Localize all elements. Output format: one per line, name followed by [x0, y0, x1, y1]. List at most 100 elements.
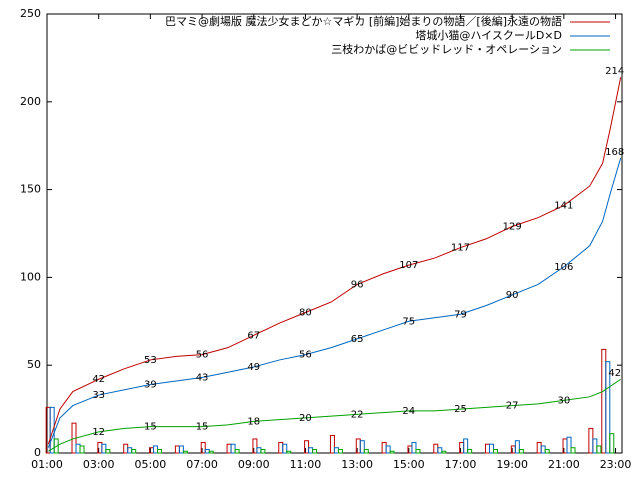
bar: [381, 441, 387, 454]
bar: [484, 443, 490, 454]
data-label: 15: [144, 422, 157, 433]
bar: [200, 441, 206, 454]
data-label: 20: [299, 413, 312, 424]
series-line: [48, 378, 621, 452]
bar: [570, 447, 576, 454]
bar: [157, 448, 163, 454]
bar: [601, 348, 607, 454]
bar: [105, 448, 111, 454]
bar: [256, 447, 262, 454]
y-tick-label: 150: [20, 183, 41, 196]
bar: [252, 438, 258, 454]
bar: [260, 448, 266, 454]
bar: [123, 443, 129, 454]
bar: [75, 443, 81, 454]
bar: [441, 450, 447, 454]
series-line: [47, 77, 622, 445]
x-tick-label: 19:00: [496, 458, 528, 471]
x-tick-label: 03:00: [83, 458, 115, 471]
data-label: 80: [299, 308, 312, 319]
x-tick-label: 15:00: [393, 458, 425, 471]
bar: [566, 436, 572, 454]
data-label: 106: [554, 262, 573, 273]
bar: [389, 450, 395, 454]
data-label: 56: [196, 350, 209, 361]
bar: [282, 443, 288, 454]
bar: [278, 441, 284, 454]
data-label: 56: [299, 350, 312, 361]
y-tick-label: 50: [27, 358, 41, 371]
bar: [492, 448, 498, 454]
bar: [415, 448, 421, 454]
data-label: 49: [247, 362, 260, 373]
bar: [101, 443, 107, 454]
bar: [127, 447, 133, 454]
data-label: 75: [402, 316, 415, 327]
bar: [536, 441, 542, 454]
plot-frame: [46, 13, 623, 454]
bar: [337, 448, 343, 454]
bar: [53, 438, 59, 454]
bar: [174, 445, 180, 454]
x-tick-label: 07:00: [186, 458, 218, 471]
data-label: 107: [399, 260, 418, 271]
bar: [208, 450, 214, 454]
bar: [359, 440, 365, 454]
data-label: 33: [92, 390, 105, 401]
data-label: 117: [451, 243, 470, 254]
legend-label: 塔城小猫@ハイスクールD×D: [415, 29, 562, 42]
bar: [131, 448, 137, 454]
data-label: 65: [351, 334, 364, 345]
bar: [230, 443, 236, 454]
bar: [592, 438, 598, 454]
bar: [363, 448, 369, 454]
bar: [518, 448, 524, 454]
bar: [385, 445, 391, 454]
bar: [304, 440, 310, 454]
bar: [333, 447, 339, 454]
bar: [463, 438, 469, 454]
legend-label: 三枝わかば@ビビッドレッド・オペレーション: [331, 42, 562, 56]
bar: [182, 450, 188, 454]
bar: [329, 434, 335, 454]
bar: [312, 448, 318, 454]
x-tick-label: 17:00: [445, 458, 477, 471]
data-label: 214: [605, 66, 624, 77]
data-label: 18: [247, 416, 260, 427]
data-label: 30: [557, 395, 570, 406]
data-label: 22: [351, 409, 364, 420]
bar: [49, 406, 55, 454]
legend-label: 巴マミ@劇場版 魔法少女まどか☆マギカ [前編]始まりの物語／[後編]永遠の物語: [165, 14, 562, 28]
bar: [544, 448, 550, 454]
bar: [226, 443, 232, 454]
data-label: 27: [506, 401, 519, 412]
data-label: 129: [503, 221, 522, 232]
y-tick-label: 100: [20, 270, 41, 283]
data-label: 90: [506, 290, 519, 301]
y-tick-label: 200: [20, 95, 41, 108]
bar: [204, 448, 210, 454]
series-line: [47, 157, 622, 448]
bar: [596, 445, 602, 454]
bar: [153, 445, 159, 454]
x-tick-label: 05:00: [135, 458, 167, 471]
y-tick-label: 0: [34, 446, 41, 459]
bar: [286, 450, 292, 454]
x-tick-label: 09:00: [238, 458, 270, 471]
bar: [467, 448, 473, 454]
data-label: 67: [247, 330, 260, 341]
data-label: 25: [454, 404, 467, 415]
bar: [308, 447, 314, 454]
data-label: 24: [402, 406, 415, 417]
data-label: 141: [554, 200, 573, 211]
x-tick-label: 11:00: [290, 458, 322, 471]
x-tick-label: 23:00: [600, 458, 632, 471]
bar: [433, 443, 439, 454]
data-label: 15: [196, 422, 209, 433]
x-tick-label: 13:00: [341, 458, 373, 471]
data-label: 39: [144, 380, 157, 391]
data-label: 43: [196, 372, 209, 383]
data-label: 42: [608, 368, 621, 379]
bar: [178, 445, 184, 454]
